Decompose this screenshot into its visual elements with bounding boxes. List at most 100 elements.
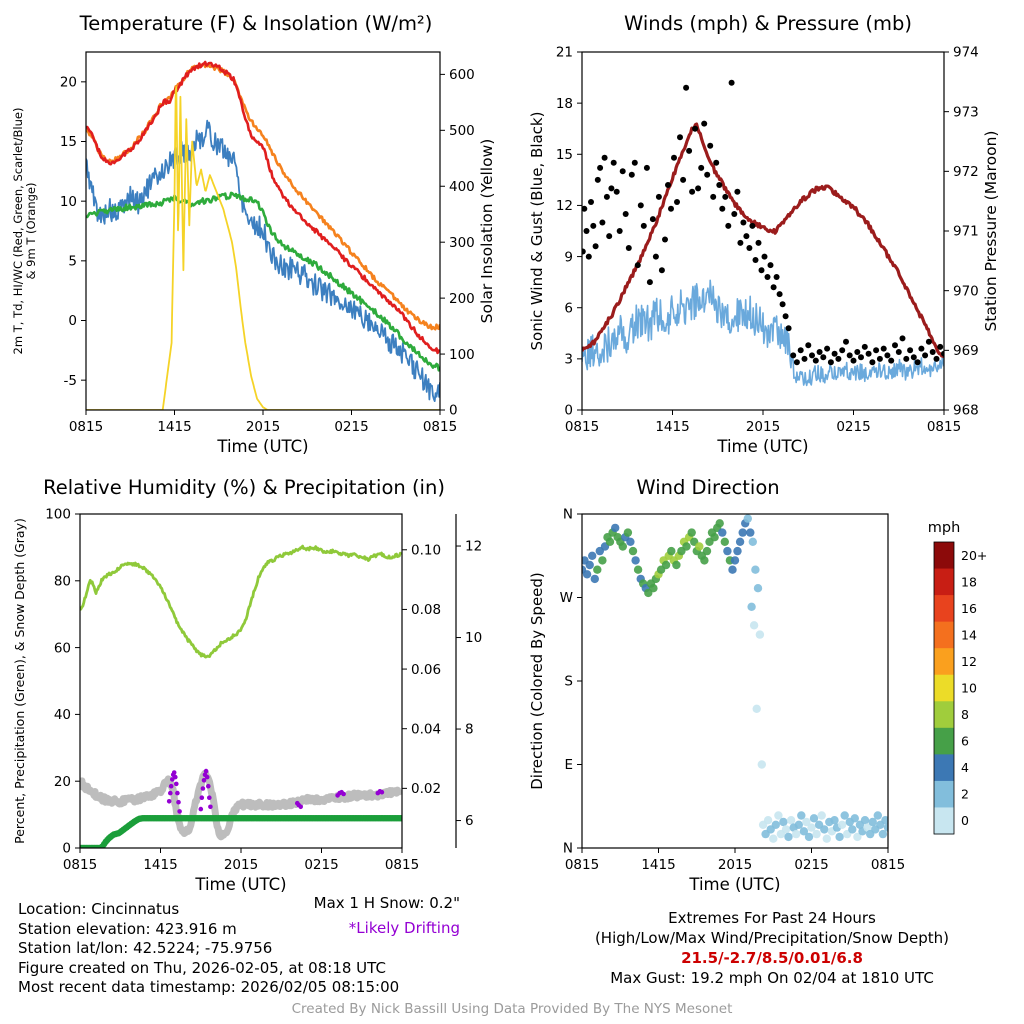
station-info: Location: Cincinnatus Station elevation:… — [18, 900, 399, 998]
svg-text:Time (UTC): Time (UTC) — [216, 437, 308, 456]
svg-text:N: N — [563, 507, 573, 523]
wind-direction-points — [582, 514, 888, 843]
svg-text:20: 20 — [54, 774, 71, 790]
svg-text:0215: 0215 — [794, 857, 828, 873]
temperature-chart-panel: Temperature (F) & Insolation (W/m²) 0815… — [6, 12, 506, 462]
svg-text:Direction (Colored By Speed): Direction (Colored By Speed) — [528, 572, 546, 790]
wind-direction-plot-area — [582, 514, 888, 843]
humidity-plot-area — [80, 544, 402, 848]
temp-2m-line — [86, 60, 440, 355]
svg-text:0.02: 0.02 — [411, 781, 441, 797]
relative-humidity-line — [80, 544, 402, 659]
svg-text:4: 4 — [961, 760, 969, 775]
svg-text:0.08: 0.08 — [411, 602, 441, 618]
svg-text:0: 0 — [564, 403, 573, 419]
svg-text:0: 0 — [62, 841, 71, 857]
svg-text:10: 10 — [465, 630, 482, 646]
svg-text:-5: -5 — [64, 373, 77, 389]
svg-text:0815: 0815 — [565, 419, 599, 435]
svg-text:6: 6 — [564, 300, 573, 316]
humidity-precip-chart: 0815 1415 2015 0215 0815 Time (UTC) 0 20 40 60 80 1… — [12, 507, 482, 894]
sonic-wind-line — [582, 279, 944, 387]
svg-text:2: 2 — [961, 787, 969, 802]
svg-text:0: 0 — [68, 313, 77, 329]
svg-text:2015: 2015 — [718, 857, 752, 873]
svg-text:10: 10 — [961, 681, 977, 696]
svg-text:0: 0 — [449, 403, 458, 419]
svg-text:21: 21 — [556, 45, 573, 61]
svg-text:0815: 0815 — [871, 857, 905, 873]
temperature-insolation-chart: 0815 1415 2015 0215 0815 Time (UTC) -5 0 5 10 15 20… — [11, 51, 496, 456]
temperature-plot-area — [86, 60, 440, 410]
svg-text:12: 12 — [556, 198, 573, 214]
svg-text:6: 6 — [465, 813, 474, 829]
svg-text:973: 973 — [953, 104, 979, 120]
svg-text:0815: 0815 — [69, 419, 103, 435]
drifting-note: *Likely Drifting — [348, 919, 460, 937]
winds-plot-area — [582, 79, 944, 387]
svg-text:Time (UTC): Time (UTC) — [194, 875, 286, 894]
svg-text:0815: 0815 — [927, 419, 961, 435]
svg-text:14: 14 — [961, 627, 977, 642]
drifting-dots — [166, 768, 385, 814]
precip-accum-dots — [80, 815, 402, 848]
svg-text:Sonic Wind & Gust (Blue, Black: Sonic Wind & Gust (Blue, Black) — [528, 112, 546, 351]
svg-text:10: 10 — [60, 194, 77, 210]
svg-text:12: 12 — [961, 654, 977, 669]
svg-text:60: 60 — [54, 640, 71, 656]
wind-direction-chart-panel: Wind Direction 0815 1415 2015 0215 0815 Time … — [522, 476, 1014, 898]
svg-text:18: 18 — [556, 96, 573, 112]
svg-text:Time (UTC): Time (UTC) — [688, 875, 780, 894]
svg-text:200: 200 — [449, 291, 475, 307]
max-snow-note: Max 1 H Snow: 0.2" — [313, 894, 460, 912]
svg-text:E: E — [564, 757, 573, 773]
station-elevation: Station elevation: 423.916 m — [18, 919, 237, 938]
svg-text:8: 8 — [961, 707, 969, 722]
svg-text:100: 100 — [45, 507, 71, 523]
svg-text:80: 80 — [54, 574, 71, 590]
svg-text:0215: 0215 — [334, 419, 368, 435]
extremes-subtitle: (High/Low/Max Wind/Precipitation/Snow De… — [594, 929, 950, 947]
svg-text:2015: 2015 — [224, 857, 258, 873]
svg-text:970: 970 — [953, 283, 979, 299]
svg-text:12: 12 — [465, 539, 482, 555]
svg-text:0215: 0215 — [836, 419, 870, 435]
humidity-chart-title: Relative Humidity (%) & Precipitation (i… — [43, 476, 445, 499]
svg-text:300: 300 — [449, 235, 475, 251]
extremes-values: 21.5/-2.7/8.5/0.01/6.8 — [681, 949, 863, 967]
svg-text:20+: 20+ — [961, 548, 987, 563]
station-latlon: Station lat/lon: 42.5224; -75.9756 — [18, 939, 273, 957]
svg-text:2015: 2015 — [246, 419, 280, 435]
svg-text:100: 100 — [449, 347, 475, 363]
svg-text:0215: 0215 — [304, 857, 338, 873]
svg-text:8: 8 — [465, 722, 474, 738]
svg-text:0.04: 0.04 — [411, 721, 441, 737]
svg-text:968: 968 — [953, 403, 979, 419]
svg-text:600: 600 — [449, 67, 475, 83]
svg-text:Solar Insolation (Yellow): Solar Insolation (Yellow) — [478, 139, 496, 324]
svg-text:2015: 2015 — [746, 419, 780, 435]
svg-text:500: 500 — [449, 123, 475, 139]
data-timestamp: Most recent data timestamp: 2026/02/05 0… — [18, 978, 400, 996]
svg-text:16: 16 — [961, 601, 977, 616]
gust-dots — [582, 79, 944, 366]
svg-text:2m T, Td, HI/WC (Red, Green, S: 2m T, Td, HI/WC (Red, Green, Scarlet/Blu… — [11, 108, 38, 355]
svg-text:974: 974 — [953, 45, 979, 61]
svg-text:Station Pressure (Maroon): Station Pressure (Maroon) — [982, 131, 1000, 332]
dewpoint-line — [86, 191, 440, 372]
extremes-title: Extremes For Past 24 Hours — [668, 909, 876, 927]
svg-text:3: 3 — [564, 352, 573, 368]
svg-text:971: 971 — [953, 224, 979, 240]
svg-text:18: 18 — [961, 574, 977, 589]
svg-text:1415: 1415 — [157, 419, 191, 435]
svg-text:0815: 0815 — [385, 857, 419, 873]
svg-text:5: 5 — [68, 254, 77, 270]
svg-text:15: 15 — [556, 147, 573, 163]
insolation-line — [86, 86, 440, 410]
max-gust: Max Gust: 19.2 mph On 02/04 at 1810 UTC — [610, 969, 934, 987]
svg-text:1415: 1415 — [641, 857, 675, 873]
snow-depth-line — [80, 769, 402, 841]
wind-direction-chart-title: Wind Direction — [636, 476, 780, 499]
svg-text:6: 6 — [961, 734, 969, 749]
